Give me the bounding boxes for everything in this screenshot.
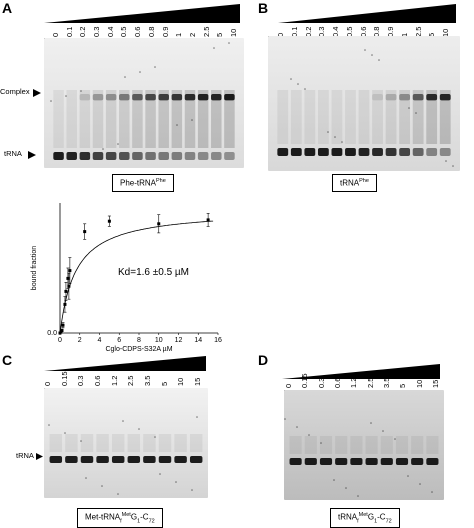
gel-a	[44, 38, 244, 168]
lane-label: 2.5	[201, 26, 211, 37]
kd-annotation: Kd=1.6 ±0.5 µM	[118, 267, 190, 278]
lane-label: 0.3	[92, 26, 102, 37]
lane-label: 3.5	[382, 377, 391, 388]
lane-label: 0	[284, 383, 293, 388]
lane-label: 2.5	[126, 375, 136, 386]
data-point	[107, 215, 111, 227]
panel-letter-a: A	[2, 0, 13, 16]
lane-label: 10	[229, 28, 238, 37]
lane-label: 15	[431, 379, 440, 388]
lane-label: 0.9	[160, 26, 170, 37]
lane-label: 5	[398, 383, 408, 388]
gel-d	[284, 390, 444, 500]
panel-letter-b: B	[258, 0, 269, 16]
lane-label: 0	[43, 381, 52, 386]
lane-label: 0.8	[146, 26, 156, 37]
lane-label: 0.6	[333, 377, 342, 388]
data-point	[83, 223, 87, 240]
panel-letter-c: C	[2, 352, 13, 368]
caption-b: tRNAPhe	[332, 174, 377, 192]
lane-label: 0.1	[64, 26, 74, 37]
x-axis-label: Cglo-CDPS-S32A µM	[105, 346, 172, 353]
caption-c: Met-tRNAfMetG1-C72	[77, 508, 163, 528]
lane-label: 1.2	[109, 375, 119, 386]
trna-label-c: tRNA	[16, 451, 34, 460]
x-tick-label: 2	[78, 337, 82, 344]
lane-label: 0.4	[105, 26, 115, 37]
panel-letter-d: D	[258, 352, 269, 368]
lane-label: 10	[176, 377, 186, 386]
lane-label: 0.3	[76, 375, 86, 386]
data-point	[68, 257, 72, 284]
x-tick-label: 6	[117, 337, 121, 344]
gel-b	[268, 36, 460, 171]
data-point	[64, 282, 68, 301]
lane-label: 0.3	[316, 377, 326, 388]
y-tick-label: 0.0	[47, 330, 57, 337]
x-tick-label: 10	[155, 337, 163, 344]
caption-d: tRNAfMetG1-C72	[330, 508, 400, 528]
x-tick-label: 14	[194, 337, 202, 344]
lane-label: 0.15	[300, 373, 310, 388]
wedge-a	[44, 4, 240, 23]
data-point	[60, 328, 64, 332]
lane-label: 5	[215, 32, 225, 37]
complex-arrow-icon	[33, 89, 41, 97]
lane-label: 0.5	[119, 26, 129, 37]
lane-label: 2	[187, 32, 197, 37]
binding-curve-chart: 0 2 4 6 8 10 12 14 16 0.0 Cglo-CDPS-S32A µM bound f…	[31, 203, 222, 353]
trna-arrow-icon-a	[28, 151, 36, 159]
wedge-b	[278, 4, 456, 23]
x-tick-label: 8	[137, 337, 141, 344]
lane-label: 1	[174, 32, 184, 37]
data-point	[61, 322, 65, 329]
lane-label: 0.6	[133, 26, 143, 37]
lane-label: 10	[414, 379, 424, 388]
x-tick-label: 0	[58, 337, 62, 344]
x-tick-label: 16	[214, 337, 222, 344]
x-tick-label: 12	[175, 337, 183, 344]
lane-label: 0.15	[59, 371, 69, 386]
x-tick-label: 4	[98, 337, 102, 344]
data-point	[157, 214, 161, 234]
lane-label: 0.2	[78, 26, 88, 37]
lane-label: 15	[193, 377, 202, 386]
trna-label-a: tRNA	[4, 149, 22, 158]
wedge-d	[282, 364, 440, 379]
complex-label: Complex	[0, 87, 30, 96]
wedge-c	[44, 356, 206, 371]
caption-a: Phe-tRNAPhe	[112, 174, 174, 192]
lane-label: 5	[159, 381, 169, 386]
data-point	[206, 213, 210, 227]
lane-label: 3.5	[143, 375, 152, 386]
fit-curve	[59, 220, 214, 334]
y-axis-label: bound fraction	[31, 246, 38, 290]
lane-label: 1.2	[349, 377, 359, 388]
lane-label: 2.5	[365, 377, 375, 388]
trna-arrow-icon-c	[36, 453, 43, 460]
gel-c	[44, 388, 208, 498]
lane-label: 0	[51, 32, 60, 37]
lane-label: 0.6	[93, 375, 102, 386]
